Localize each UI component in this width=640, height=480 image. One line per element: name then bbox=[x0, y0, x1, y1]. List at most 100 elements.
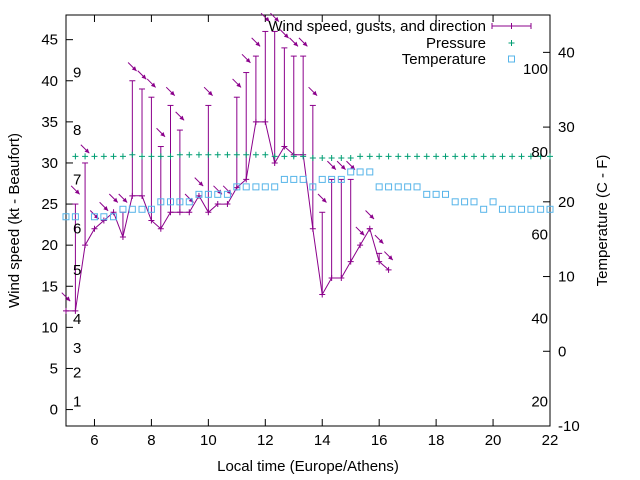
pressure-point bbox=[547, 153, 553, 160]
temperature-point bbox=[508, 205, 516, 213]
temperature-point bbox=[404, 183, 412, 191]
chart-labels: 6 8 10 12 14 16 18 20 22051015202530354045-10010… bbox=[6, 32, 611, 475]
pressure-point bbox=[509, 153, 516, 160]
wind-speed-point bbox=[385, 266, 392, 273]
temperature-point bbox=[157, 198, 165, 206]
temperature-point bbox=[90, 213, 98, 221]
temperature-point bbox=[252, 183, 260, 191]
pressure-point bbox=[423, 153, 430, 160]
wind-speed-point bbox=[176, 209, 183, 216]
direction-arrowhead bbox=[122, 197, 128, 203]
pressure-point bbox=[195, 151, 202, 158]
pressure-point bbox=[470, 153, 477, 160]
fahrenheit-label: 100 bbox=[523, 61, 548, 78]
pressure-point bbox=[414, 153, 421, 160]
y-right-tick-label: 40 bbox=[558, 44, 575, 61]
x-tick-label: 12 bbox=[257, 432, 274, 449]
temperature-point bbox=[518, 205, 526, 213]
direction-arrowhead bbox=[65, 296, 71, 302]
pressure-point bbox=[290, 153, 297, 160]
beaufort-label: 1 bbox=[73, 393, 81, 410]
wind-speed-point bbox=[167, 209, 174, 216]
pressure-point bbox=[167, 153, 174, 160]
x-tick-label: 20 bbox=[485, 432, 502, 449]
y-left-tick-label: 20 bbox=[41, 237, 58, 254]
direction-arrowhead bbox=[245, 58, 251, 63]
y-right-tick-label: 20 bbox=[558, 194, 575, 211]
y-left-tick-label: 25 bbox=[41, 196, 58, 213]
legend-label-temperature: Temperature bbox=[402, 51, 486, 68]
y-left-tick-label: 30 bbox=[41, 155, 58, 172]
y-left-tick-label: 5 bbox=[50, 360, 58, 377]
pressure-point bbox=[91, 153, 98, 160]
y-left-tick-label: 0 bbox=[50, 402, 58, 419]
plot-frame bbox=[65, 14, 551, 427]
temperature-point bbox=[537, 205, 545, 213]
direction-arrowhead bbox=[113, 197, 118, 203]
pressure-point bbox=[338, 155, 345, 162]
pressure-point bbox=[82, 153, 89, 160]
pressure-point bbox=[72, 153, 79, 160]
temperature-point bbox=[347, 168, 355, 176]
pressure-point bbox=[281, 153, 288, 160]
direction-arrowhead bbox=[169, 90, 175, 96]
pressure-point bbox=[490, 153, 497, 160]
y-right-tick-label: 0 bbox=[558, 343, 566, 360]
pressure-point bbox=[271, 153, 278, 160]
wind-speed-line bbox=[66, 121, 389, 312]
wind-speed-point bbox=[224, 201, 231, 208]
x-tick-label: 10 bbox=[200, 432, 217, 449]
temperature-point bbox=[71, 213, 79, 221]
direction-arrowhead bbox=[331, 164, 336, 170]
pressure-point bbox=[499, 153, 506, 160]
pressure-point bbox=[433, 153, 440, 160]
wind-speed-point bbox=[328, 275, 335, 282]
temperature-point bbox=[328, 175, 336, 183]
x-tick-label: 14 bbox=[314, 432, 331, 449]
temperature-point bbox=[470, 198, 478, 206]
y-left-tick-label: 10 bbox=[41, 319, 58, 336]
y-right-axis-title: Temperature (C - F) bbox=[594, 155, 611, 287]
temperature-point bbox=[385, 183, 393, 191]
wind-speed-point bbox=[119, 233, 126, 240]
pressure-point bbox=[129, 151, 136, 158]
wind-speed-point bbox=[157, 225, 164, 232]
pressure-point bbox=[100, 153, 107, 160]
direction-arrowhead bbox=[160, 132, 166, 137]
wind-speed-point bbox=[91, 225, 98, 232]
temperature-point bbox=[375, 183, 383, 191]
temperature-point bbox=[318, 175, 326, 183]
wind-speed-point bbox=[262, 118, 269, 125]
pressure-point bbox=[328, 155, 335, 162]
temperature-point bbox=[195, 190, 203, 198]
pressure-point bbox=[262, 151, 269, 158]
pressure-point bbox=[224, 151, 231, 158]
temperature-point bbox=[223, 190, 231, 198]
wind-speed-point bbox=[148, 217, 155, 224]
wind-speed-point bbox=[214, 201, 221, 208]
pressure-point bbox=[214, 151, 221, 158]
pressure-point bbox=[461, 153, 468, 160]
temperature-point bbox=[394, 183, 402, 191]
wind-speed-point bbox=[319, 291, 326, 298]
pressure-point bbox=[139, 153, 146, 160]
temperature-point bbox=[204, 190, 212, 198]
temperature-point bbox=[461, 198, 469, 206]
wind-speed-point bbox=[129, 192, 136, 199]
legend-label-pressure: Pressure bbox=[426, 35, 486, 52]
pressure-point bbox=[110, 153, 117, 160]
direction-arrowhead bbox=[302, 41, 308, 47]
direction-arrowhead bbox=[340, 164, 346, 170]
wind-speed-point bbox=[252, 118, 259, 125]
beaufort-label: 6 bbox=[73, 221, 81, 238]
temperature-point bbox=[413, 183, 421, 191]
pressure-point bbox=[357, 153, 364, 160]
beaufort-label: 5 bbox=[73, 262, 81, 279]
direction-arrowhead bbox=[293, 41, 299, 47]
beaufort-label: 2 bbox=[73, 365, 81, 382]
temperature-point bbox=[166, 198, 174, 206]
y-left-tick-label: 15 bbox=[41, 278, 58, 295]
temperature-point bbox=[119, 205, 127, 213]
pressure-point bbox=[385, 153, 392, 160]
plot-frame-group bbox=[65, 14, 551, 427]
